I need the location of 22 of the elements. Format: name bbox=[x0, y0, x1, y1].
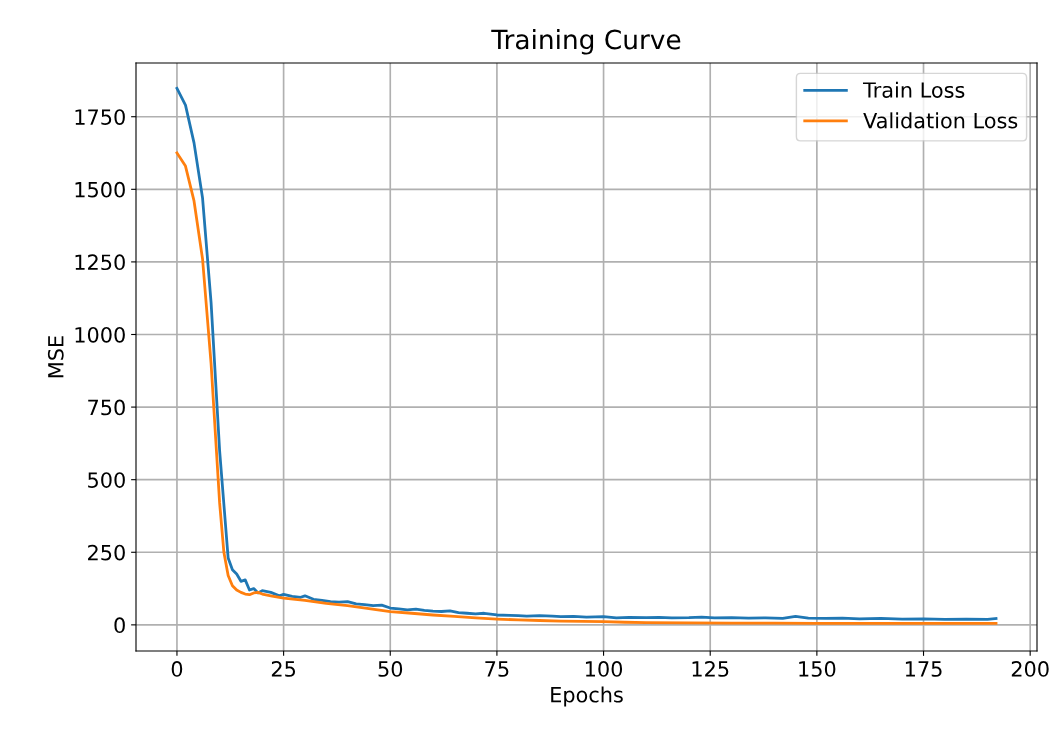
legend-label: Validation Loss bbox=[863, 112, 1018, 129]
y-tick-label: 1500 bbox=[75, 181, 125, 198]
x-tick-label: 25 bbox=[271, 661, 296, 677]
x-tick-label: 75 bbox=[485, 661, 509, 677]
legend-label: Train Loss bbox=[862, 81, 965, 98]
y-tick-label: 500 bbox=[88, 472, 125, 488]
y-axis-title: MSE bbox=[47, 336, 64, 378]
x-tick-label: 50 bbox=[378, 661, 403, 677]
y-tick-label: 1750 bbox=[75, 109, 125, 125]
x-axis-title: Epochs bbox=[551, 686, 623, 707]
y-tick-label: 750 bbox=[88, 399, 125, 416]
chart-title: Training Curve bbox=[491, 29, 681, 55]
y-tick-label: 250 bbox=[88, 544, 125, 561]
x-tick-label: 175 bbox=[905, 661, 942, 677]
y-tick-label: 1250 bbox=[75, 254, 125, 271]
x-tick-label: 125 bbox=[692, 661, 729, 677]
y-tick-label: 1000 bbox=[75, 326, 125, 343]
y-tick-label: 0 bbox=[114, 617, 125, 634]
x-tick-label: 200 bbox=[1011, 661, 1049, 677]
x-tick-label: 100 bbox=[585, 661, 623, 677]
x-tick-label: 150 bbox=[799, 661, 836, 677]
x-tick-label: 0 bbox=[171, 661, 183, 677]
